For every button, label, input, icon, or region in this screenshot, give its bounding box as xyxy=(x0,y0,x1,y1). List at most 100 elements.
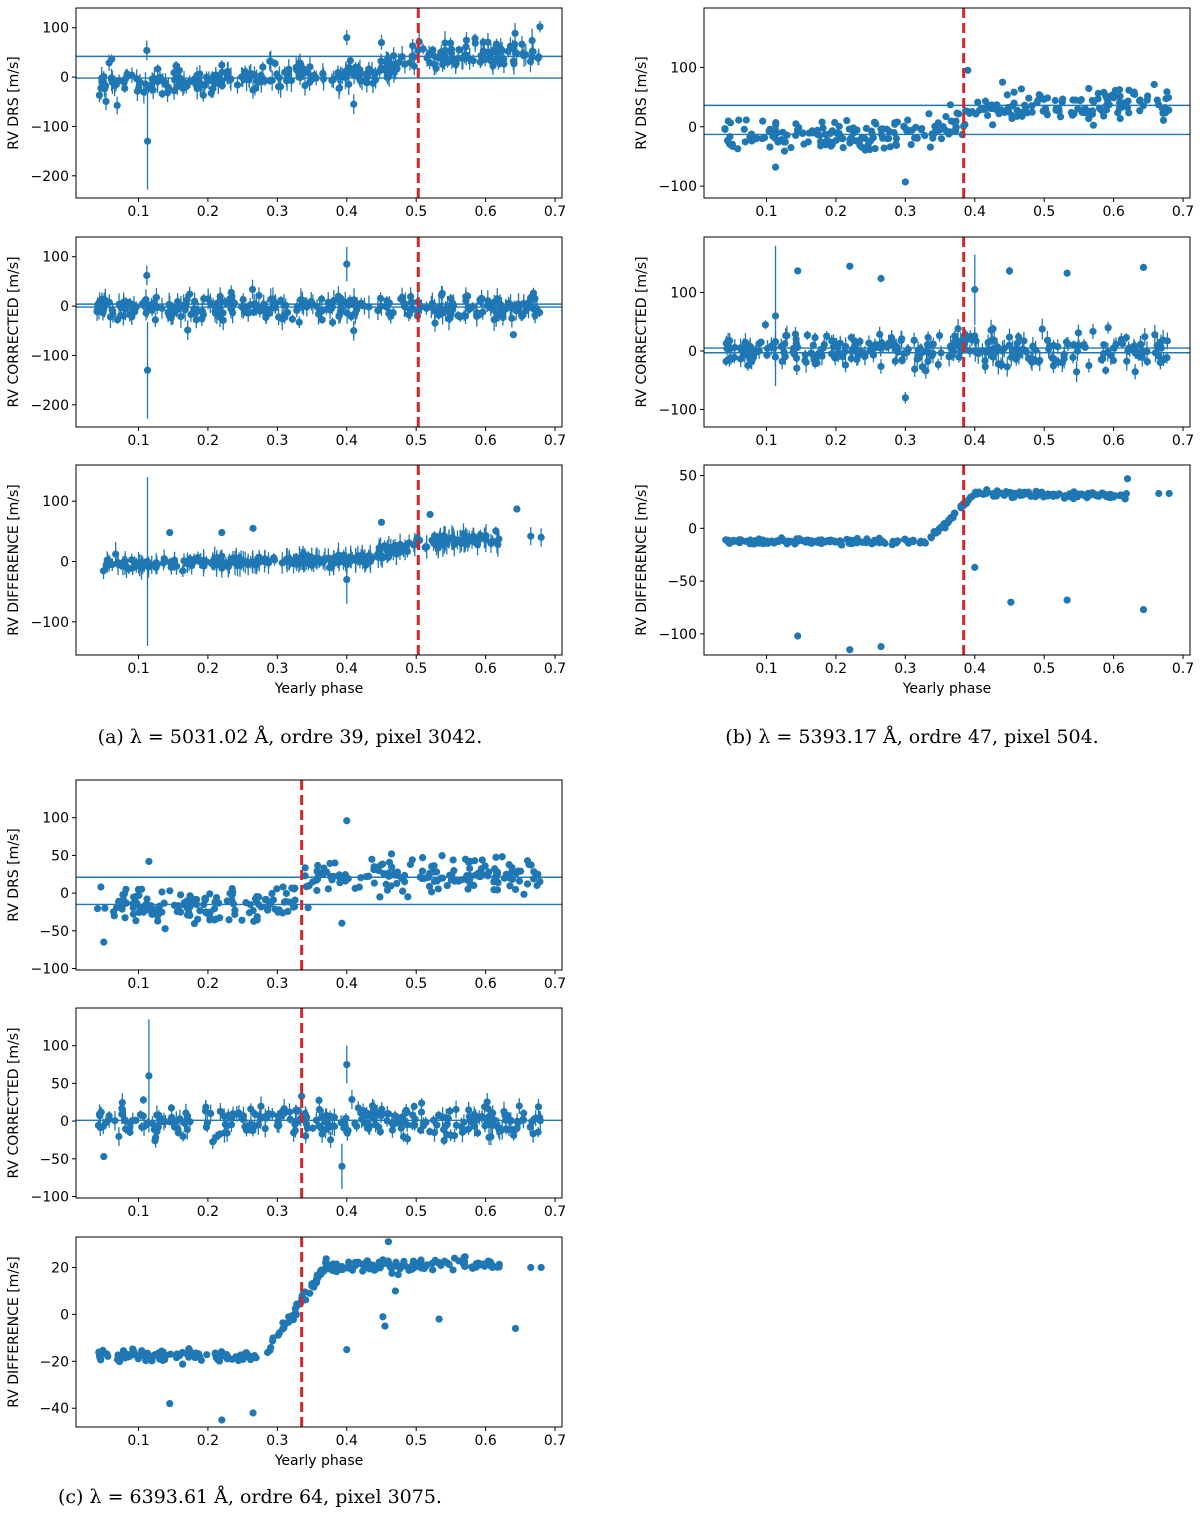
data-point xyxy=(1031,493,1039,501)
data-point xyxy=(428,888,436,896)
data-point xyxy=(196,907,204,915)
data-point xyxy=(140,88,148,96)
data-point xyxy=(968,336,976,344)
data-point xyxy=(229,888,237,896)
data-point xyxy=(765,127,773,135)
data-point xyxy=(388,863,396,871)
data-point xyxy=(377,518,386,526)
data-point xyxy=(249,906,257,915)
data-point xyxy=(1097,105,1105,113)
data-point xyxy=(1110,94,1118,102)
data-point xyxy=(1017,85,1026,93)
data-point xyxy=(1051,491,1059,499)
data-point xyxy=(173,83,181,91)
data-point xyxy=(161,925,169,933)
y-tick-label: 100 xyxy=(670,60,697,76)
data-point xyxy=(170,557,179,565)
data-point xyxy=(1151,331,1159,339)
data-point xyxy=(378,1105,386,1113)
y-tick-label: −50 xyxy=(39,924,69,940)
x-tick-label: 0.7 xyxy=(1172,433,1194,449)
data-point xyxy=(97,883,105,891)
data-point xyxy=(778,357,786,365)
data-point xyxy=(537,533,545,541)
data-point xyxy=(313,886,321,895)
data-point xyxy=(330,559,338,567)
data-point xyxy=(792,120,800,128)
data-point xyxy=(410,541,418,549)
data-point xyxy=(437,291,446,299)
data-point xyxy=(98,78,106,86)
data-point xyxy=(1050,341,1058,350)
data-point xyxy=(439,874,447,882)
data-point xyxy=(315,1122,323,1130)
data-point xyxy=(418,1099,426,1107)
data-point xyxy=(478,856,486,864)
data-point xyxy=(1165,106,1173,114)
data-point xyxy=(513,49,521,57)
x-tick-label: 0.5 xyxy=(1033,433,1055,449)
data-point xyxy=(338,919,346,927)
data-point xyxy=(186,892,194,900)
data-point xyxy=(737,537,745,546)
data-point xyxy=(519,50,527,58)
data-point xyxy=(280,1109,288,1118)
data-point xyxy=(757,338,765,346)
x-tick-label: 0.3 xyxy=(894,204,916,220)
data-point xyxy=(816,131,824,139)
data-point xyxy=(291,1120,299,1128)
data-point xyxy=(726,119,735,127)
data-point xyxy=(190,297,199,305)
data-point xyxy=(301,864,309,872)
data-point xyxy=(111,82,119,90)
data-point xyxy=(904,537,913,545)
data-point xyxy=(137,563,146,571)
y-tick-label: 0 xyxy=(688,344,697,360)
x-tick-label: 0.7 xyxy=(544,433,566,449)
data-layer xyxy=(704,237,1190,427)
panel-c-1: 0.1 0.2 0.3 0.4 0.5 0.6 0.7 −100 −50 0 50 100 RV DRS… xyxy=(6,779,566,992)
data-point xyxy=(881,539,889,547)
data-point xyxy=(818,118,826,126)
data-point xyxy=(318,1130,326,1138)
data-point xyxy=(946,515,954,523)
data-point xyxy=(847,354,855,363)
data-point xyxy=(836,539,845,547)
data-point xyxy=(370,863,378,871)
data-point xyxy=(184,326,192,334)
x-axis-label: Yearly phase xyxy=(274,681,364,697)
data-point xyxy=(481,1103,489,1111)
data-point xyxy=(1003,363,1011,371)
data-point xyxy=(1085,84,1093,93)
data-point xyxy=(264,1110,273,1118)
data-point xyxy=(523,880,532,888)
data-point xyxy=(1131,342,1139,350)
data-point xyxy=(1010,88,1018,96)
data-point xyxy=(145,857,153,866)
data-point xyxy=(209,85,217,93)
x-tick-label: 0.5 xyxy=(405,661,427,677)
data-point xyxy=(376,294,385,302)
data-point xyxy=(270,554,278,562)
data-point xyxy=(262,895,271,904)
data-point xyxy=(904,116,912,124)
data-point xyxy=(1063,596,1071,604)
data-point xyxy=(408,856,416,864)
data-point xyxy=(345,80,353,88)
x-tick-label: 0.2 xyxy=(197,204,219,220)
data-point xyxy=(402,542,410,550)
data-point xyxy=(833,343,841,351)
data-point xyxy=(251,84,259,93)
data-point xyxy=(384,869,392,877)
x-tick-label: 0.2 xyxy=(825,433,847,449)
data-point xyxy=(352,69,360,77)
data-point xyxy=(901,394,909,402)
data-point xyxy=(811,334,819,342)
data-point xyxy=(1042,108,1050,116)
data-point xyxy=(1085,491,1094,500)
data-layer xyxy=(76,780,562,970)
data-point xyxy=(143,46,151,55)
data-point xyxy=(991,491,999,499)
data-point xyxy=(192,316,200,324)
data-point xyxy=(512,307,520,315)
